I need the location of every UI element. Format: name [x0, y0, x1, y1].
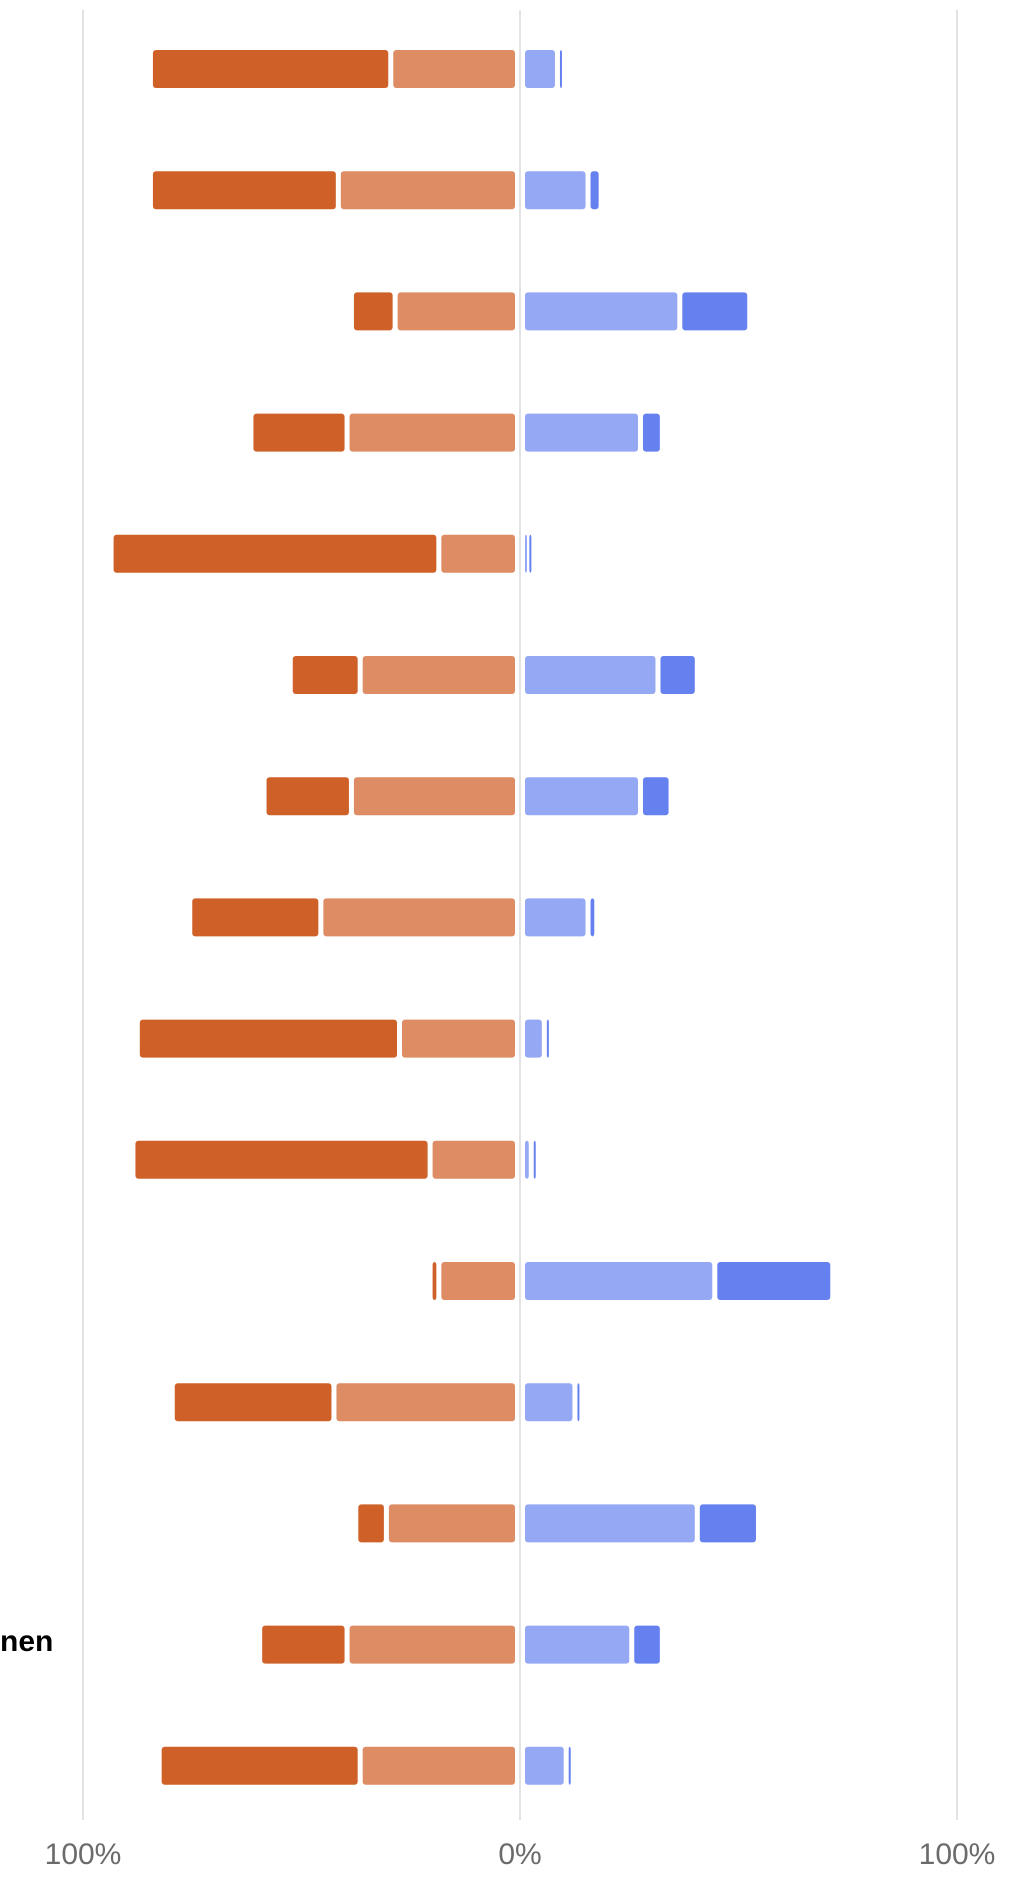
- bar-row2-series1: [152, 171, 336, 210]
- bar-row11-series3: [525, 1262, 713, 1300]
- bar-row3-series4: [682, 292, 748, 331]
- bar-row13-series2: [388, 1504, 515, 1543]
- bar-row4-series2: [349, 413, 515, 452]
- bar-row7-series2: [353, 777, 515, 816]
- bar-row15-series2: [362, 1746, 515, 1785]
- bar-row8-series3: [525, 898, 586, 937]
- bar-row1-series2: [393, 50, 515, 88]
- bar-row1-series3: [525, 50, 555, 88]
- bar-row1-series4: [559, 50, 562, 88]
- bar-row7-series1: [266, 777, 349, 816]
- tick-label-right: 100%: [918, 1838, 996, 1871]
- bar-row14-series3: [525, 1625, 630, 1664]
- bar-row8-series4: [590, 898, 595, 937]
- bar-row9-series1: [139, 1019, 398, 1058]
- bar-row1-series1: [152, 50, 389, 88]
- row-label-14: nen: [0, 1625, 54, 1658]
- bar-row8-series2: [323, 898, 515, 937]
- bar-row6-series4: [660, 656, 695, 694]
- bar-row15-series1: [161, 1746, 358, 1785]
- bar-row13-series4: [699, 1504, 756, 1543]
- bar-row13-series3: [525, 1504, 695, 1543]
- bar-row11-series4: [717, 1262, 831, 1300]
- bar-row12-series2: [336, 1383, 515, 1422]
- bar-row5-series2: [441, 534, 515, 573]
- bar-row9-series4: [546, 1019, 549, 1058]
- bar-row11-series1: [432, 1262, 437, 1300]
- bar-row15-series4: [568, 1746, 571, 1785]
- bar-row5-series4: [529, 534, 532, 573]
- bar-row12-series4: [577, 1383, 580, 1422]
- bar-row12-series3: [525, 1383, 573, 1422]
- bar-row5-series3: [525, 534, 527, 573]
- bar-row9-series3: [525, 1019, 542, 1058]
- bar-row10-series1: [135, 1140, 428, 1179]
- bar-row10-series4: [533, 1140, 536, 1179]
- bar-row3-series3: [525, 292, 678, 331]
- bar-row9-series2: [402, 1019, 515, 1058]
- bar-row14-series2: [349, 1625, 515, 1664]
- bar-row5-series1: [113, 534, 437, 573]
- bar-row4-series1: [253, 413, 345, 452]
- bar-row2-series2: [340, 171, 515, 210]
- bar-row14-series4: [634, 1625, 660, 1664]
- bar-row6-series3: [525, 656, 656, 694]
- bar-row14-series1: [262, 1625, 345, 1664]
- tick-label-left: 100%: [44, 1838, 122, 1871]
- bar-row7-series3: [525, 777, 638, 816]
- bar-row3-series2: [397, 292, 515, 331]
- bar-row3-series1: [353, 292, 393, 331]
- bar-row7-series4: [642, 777, 669, 816]
- bar-row6-series1: [292, 656, 358, 694]
- bar-row2-series4: [590, 171, 599, 210]
- bar-row15-series3: [525, 1746, 564, 1785]
- tick-label-center: 0%: [498, 1838, 542, 1871]
- bar-row6-series2: [362, 656, 515, 694]
- bar-row4-series3: [525, 413, 638, 452]
- bar-row2-series3: [525, 171, 586, 210]
- bar-row8-series1: [192, 898, 319, 937]
- bar-row10-series3: [525, 1140, 529, 1179]
- bar-row13-series1: [358, 1504, 384, 1543]
- bar-row10-series2: [432, 1140, 515, 1179]
- bar-row12-series1: [174, 1383, 332, 1422]
- bar-row4-series4: [642, 413, 660, 452]
- bar-row11-series2: [441, 1262, 515, 1300]
